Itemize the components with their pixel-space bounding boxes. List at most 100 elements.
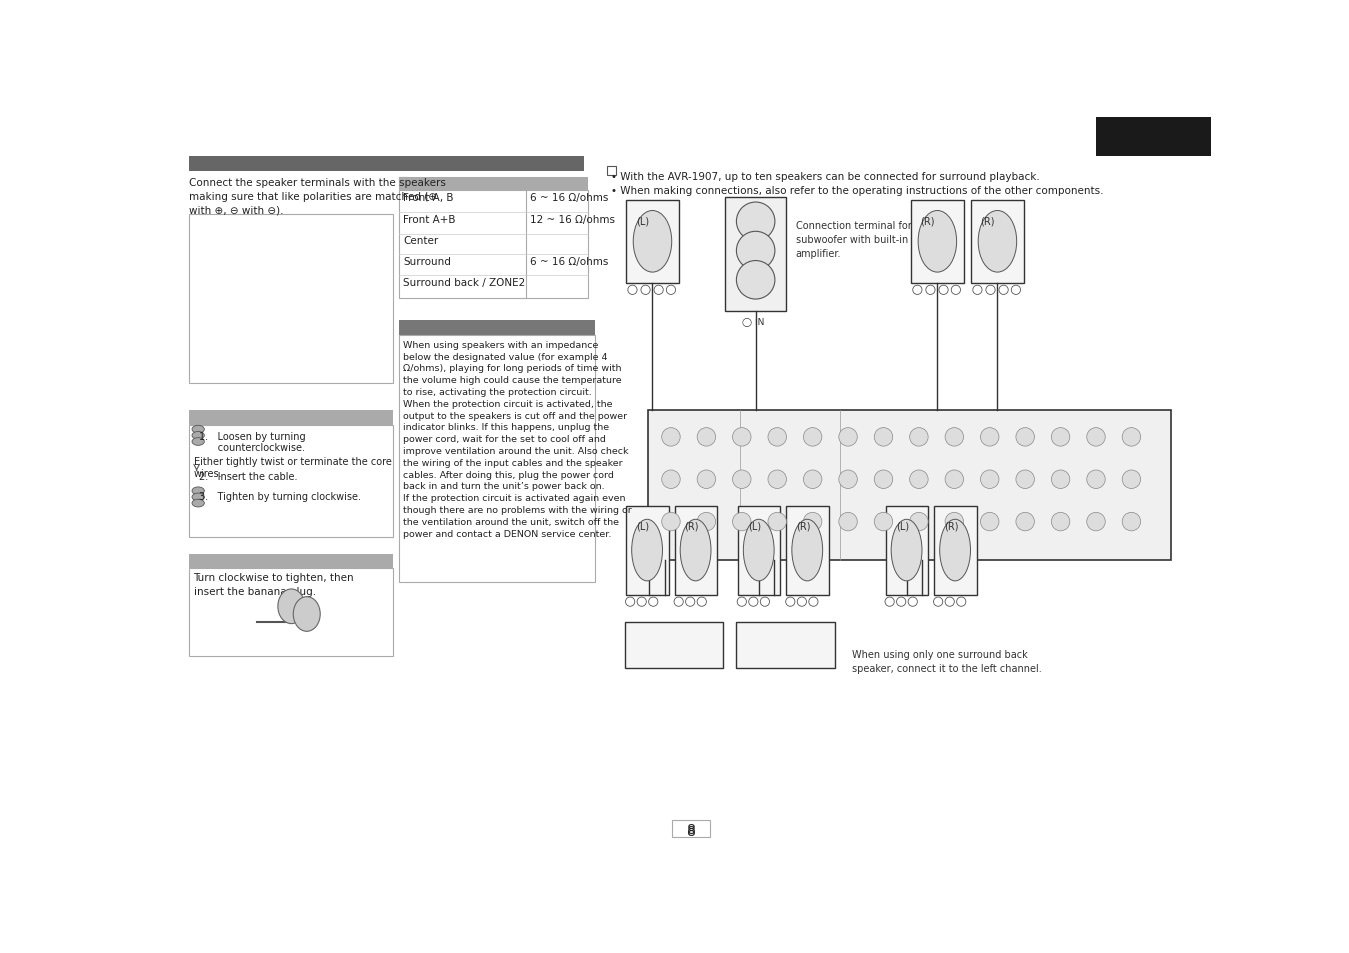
Circle shape: [986, 286, 996, 295]
Circle shape: [1016, 428, 1035, 447]
Ellipse shape: [978, 212, 1017, 273]
Circle shape: [973, 286, 982, 295]
Circle shape: [897, 598, 905, 607]
Bar: [399, 192, 588, 299]
Ellipse shape: [892, 519, 921, 581]
Circle shape: [925, 286, 935, 295]
Text: (R): (R): [684, 520, 699, 531]
Ellipse shape: [192, 432, 204, 439]
Circle shape: [981, 471, 1000, 489]
Circle shape: [697, 471, 715, 489]
Circle shape: [956, 598, 966, 607]
Bar: [674, 507, 718, 595]
Text: Surround: Surround: [403, 256, 451, 267]
Bar: [625, 622, 723, 668]
Circle shape: [874, 513, 893, 531]
Circle shape: [804, 471, 822, 489]
Ellipse shape: [792, 519, 823, 581]
Circle shape: [737, 261, 774, 300]
Text: 6 ~ 16 Ω/ohms: 6 ~ 16 Ω/ohms: [530, 256, 608, 267]
Ellipse shape: [633, 212, 672, 273]
Circle shape: [981, 428, 1000, 447]
Circle shape: [1122, 513, 1141, 531]
Circle shape: [1087, 471, 1105, 489]
Circle shape: [662, 471, 680, 489]
Circle shape: [761, 598, 769, 607]
Circle shape: [839, 428, 858, 447]
Bar: [724, 197, 786, 312]
Text: Surround back / ZONE2: Surround back / ZONE2: [403, 277, 525, 288]
Ellipse shape: [192, 426, 204, 434]
Circle shape: [1012, 286, 1021, 295]
Text: Front A, B: Front A, B: [403, 193, 453, 203]
Ellipse shape: [743, 519, 774, 581]
Text: 12 ~ 16 Ω/ohms: 12 ~ 16 Ω/ohms: [530, 214, 615, 224]
Circle shape: [1051, 471, 1070, 489]
Circle shape: [809, 598, 817, 607]
Bar: [648, 411, 1171, 560]
Bar: [672, 821, 710, 838]
Bar: [626, 200, 679, 284]
Circle shape: [804, 513, 822, 531]
Circle shape: [666, 286, 676, 295]
Circle shape: [627, 286, 637, 295]
Text: Turn clockwise to tighten, then
insert the banana plug.: Turn clockwise to tighten, then insert t…: [193, 573, 355, 597]
Text: (L): (L): [747, 520, 761, 531]
Circle shape: [697, 428, 715, 447]
Bar: [786, 507, 828, 595]
Ellipse shape: [919, 212, 956, 273]
Circle shape: [874, 471, 893, 489]
Circle shape: [1000, 286, 1008, 295]
Bar: [189, 156, 584, 172]
Bar: [399, 335, 595, 582]
Ellipse shape: [192, 499, 204, 507]
Text: (R): (R): [981, 216, 996, 227]
Bar: [189, 568, 393, 657]
Ellipse shape: [631, 519, 662, 581]
Circle shape: [797, 598, 807, 607]
Text: Center: Center: [403, 236, 438, 246]
Circle shape: [768, 471, 786, 489]
Circle shape: [662, 428, 680, 447]
Text: (L): (L): [637, 520, 649, 531]
Bar: [1095, 118, 1211, 156]
Circle shape: [946, 471, 963, 489]
Circle shape: [737, 598, 746, 607]
Text: When using speakers with an impedance
below the designated value (for example 4
: When using speakers with an impedance be…: [403, 340, 631, 538]
Text: Either tightly twist or terminate the core
wires.: Either tightly twist or terminate the co…: [193, 456, 391, 478]
Circle shape: [909, 428, 928, 447]
Circle shape: [908, 598, 917, 607]
Circle shape: [737, 203, 774, 241]
Circle shape: [885, 598, 894, 607]
Ellipse shape: [293, 597, 320, 632]
Text: Connect the speaker terminals with the speakers
making sure that like polarities: Connect the speaker terminals with the s…: [189, 177, 445, 215]
Circle shape: [785, 598, 795, 607]
Circle shape: [1016, 513, 1035, 531]
Circle shape: [913, 286, 921, 295]
Circle shape: [951, 286, 960, 295]
Circle shape: [1016, 471, 1035, 489]
Circle shape: [733, 513, 751, 531]
Circle shape: [737, 232, 774, 271]
Text: (L): (L): [637, 216, 649, 227]
Circle shape: [909, 471, 928, 489]
Text: Connection terminal for
subwoofer with built-in
amplifier.: Connection terminal for subwoofer with b…: [796, 220, 912, 258]
Ellipse shape: [192, 438, 204, 446]
Text: 1.   Loosen by turning
      counterclockwise.: 1. Loosen by turning counterclockwise.: [198, 432, 306, 453]
Circle shape: [641, 286, 650, 295]
Circle shape: [1087, 428, 1105, 447]
Circle shape: [697, 513, 715, 531]
Ellipse shape: [278, 589, 305, 624]
Circle shape: [1122, 471, 1141, 489]
Circle shape: [946, 513, 963, 531]
Bar: [189, 411, 393, 426]
Circle shape: [1051, 513, 1070, 531]
Text: 8: 8: [687, 824, 696, 839]
Circle shape: [1051, 428, 1070, 447]
Circle shape: [946, 428, 963, 447]
Circle shape: [1122, 428, 1141, 447]
Bar: [399, 177, 409, 187]
Bar: [399, 320, 595, 335]
Circle shape: [697, 598, 707, 607]
Circle shape: [768, 428, 786, 447]
